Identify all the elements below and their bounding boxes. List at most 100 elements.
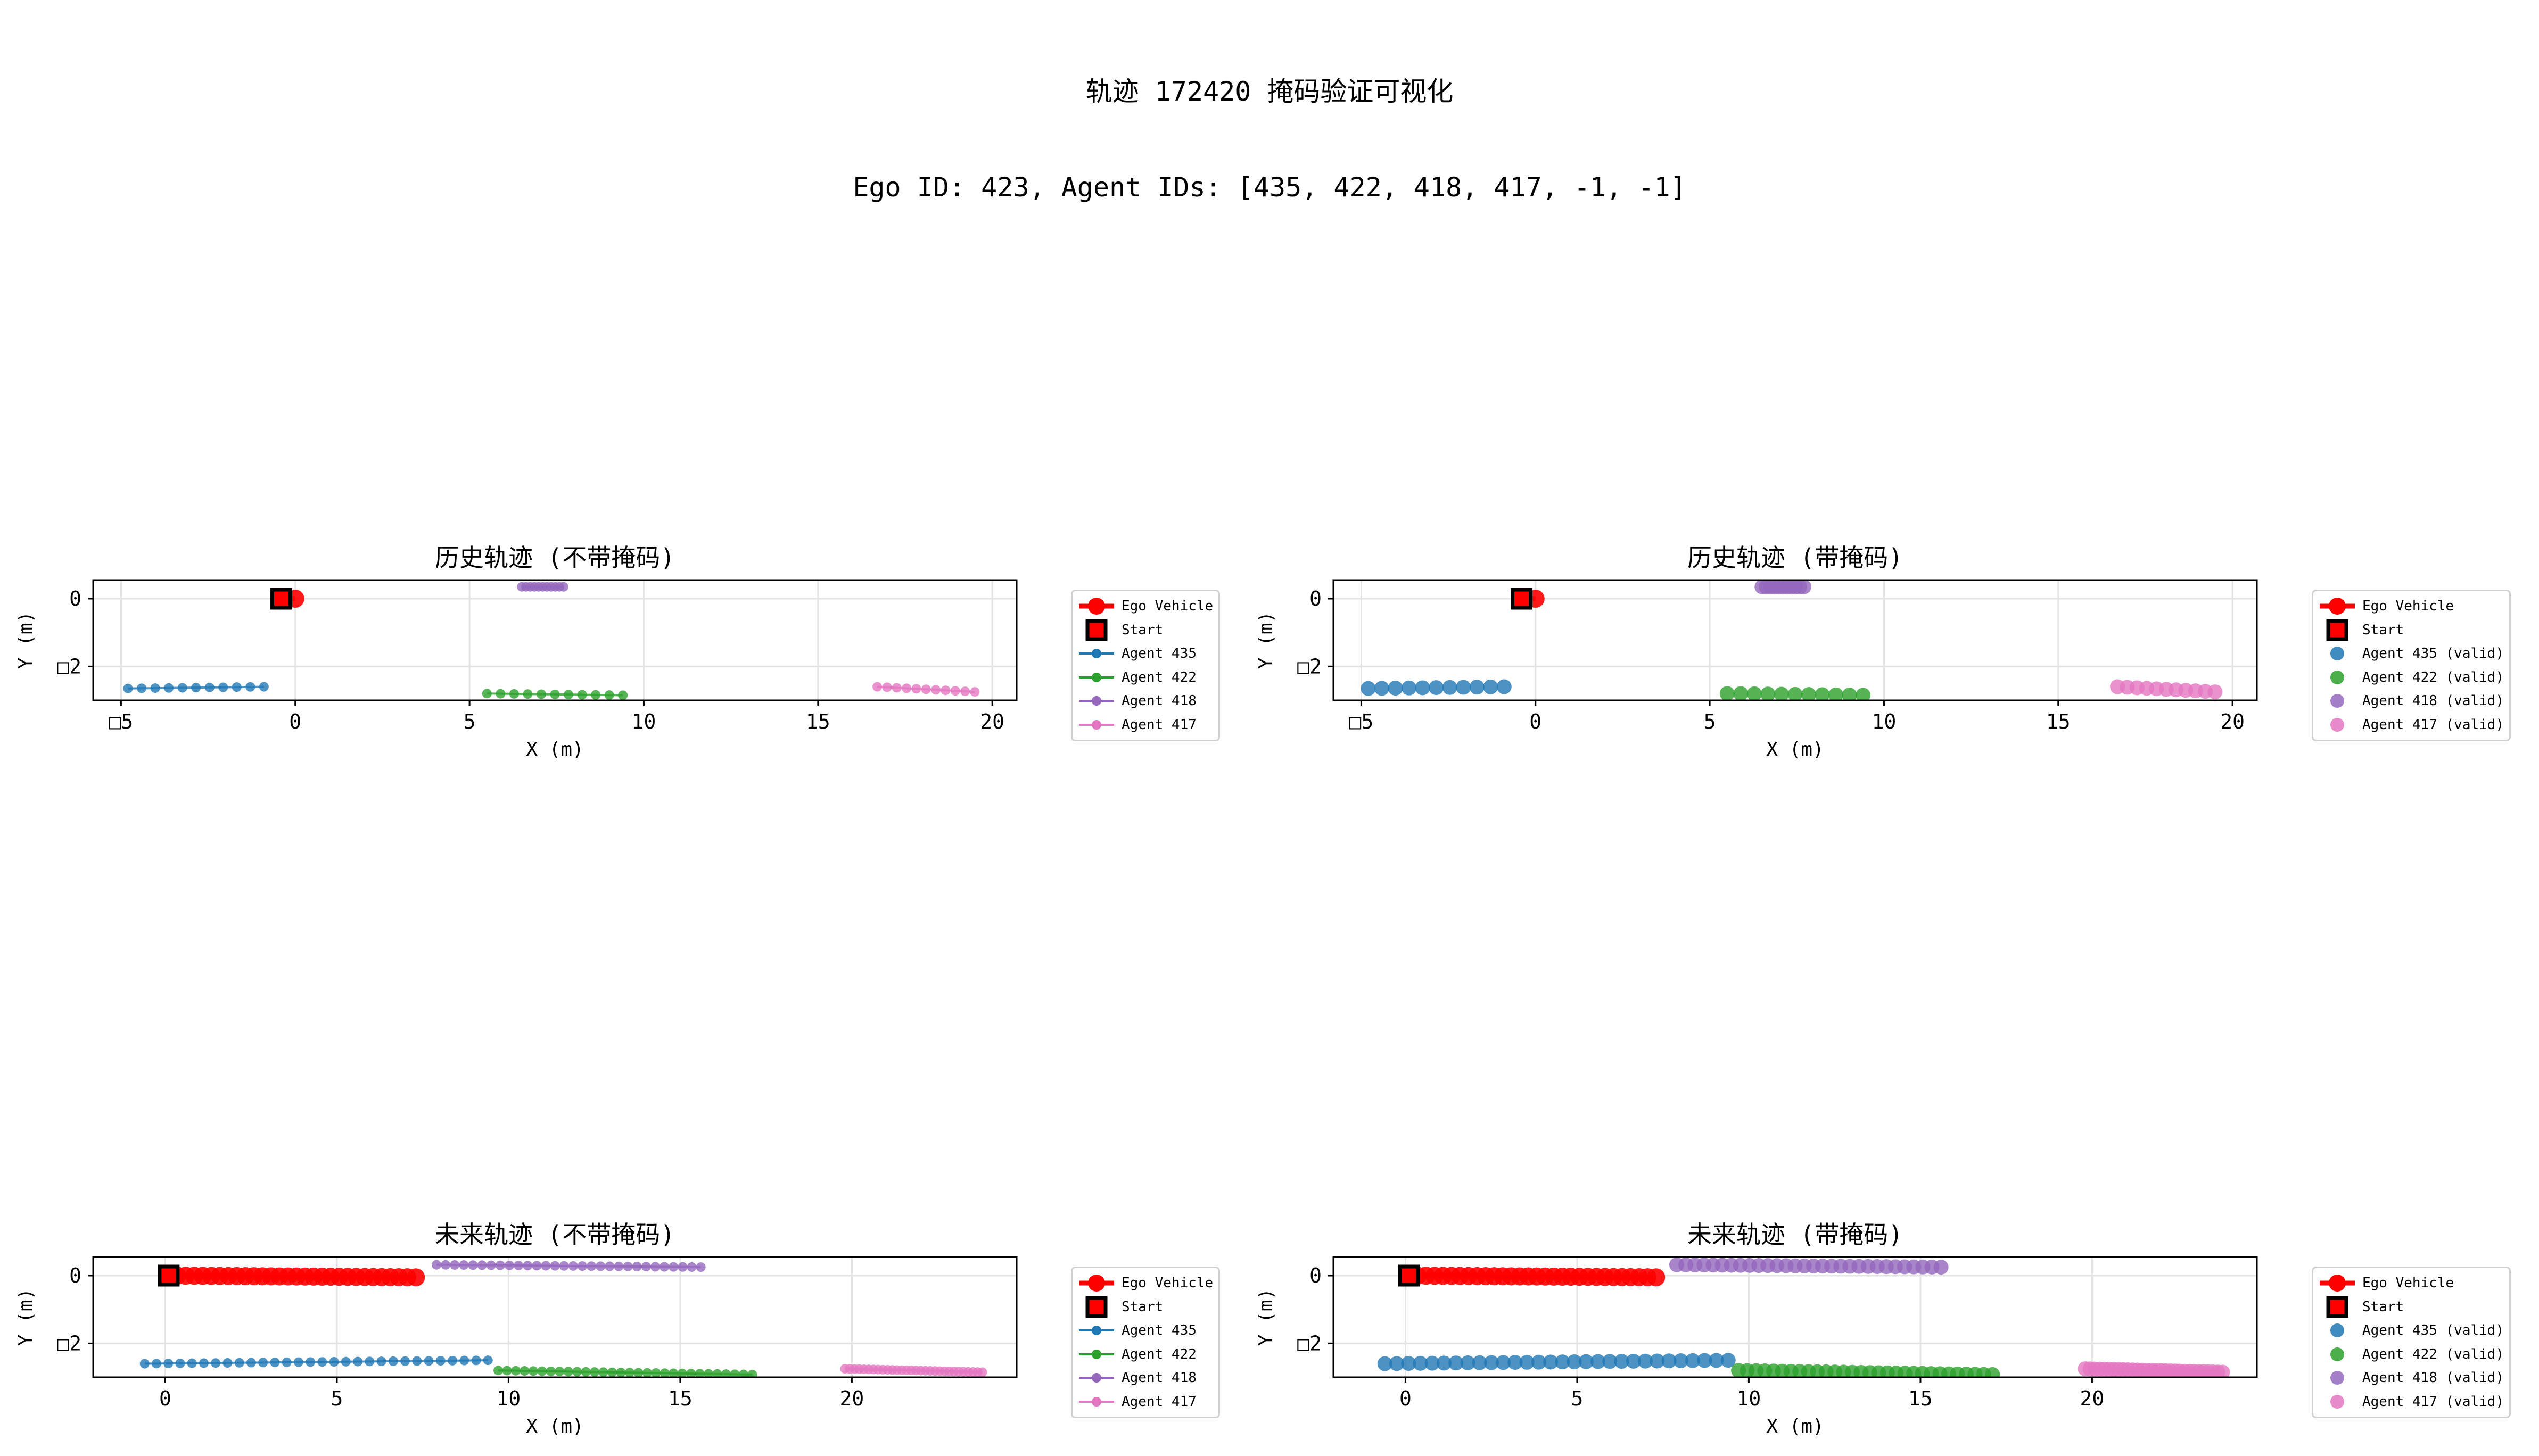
x-tick-label: 20: [2080, 1387, 2105, 1410]
legend-label: Start: [1122, 622, 1164, 638]
x-tick-label: 10: [497, 1387, 521, 1410]
data-point: [559, 1261, 569, 1271]
data-point: [687, 1262, 697, 1272]
data-point: [496, 689, 506, 699]
data-point: [730, 1369, 740, 1377]
data-point: [502, 1366, 512, 1376]
data-point: [931, 685, 941, 695]
data-point: [1415, 680, 1430, 696]
data-point: [1460, 1355, 1475, 1370]
x-axis-label: X (m): [526, 739, 583, 760]
data-point: [704, 1369, 714, 1377]
data-point: [977, 1367, 987, 1377]
data-point: [317, 1357, 327, 1367]
data-point: [660, 1368, 670, 1377]
data-point: [329, 1357, 339, 1367]
legend-label: Agent 435 (valid): [2362, 646, 2504, 662]
plot-area: [1361, 580, 2223, 700]
data-point: [1361, 681, 1376, 696]
legend-marker: [2319, 1366, 2356, 1389]
data-point: [677, 1368, 687, 1377]
legend-marker: [1078, 1295, 1115, 1319]
x-tick-label: 0: [1529, 710, 1541, 733]
data-point: [1429, 680, 1444, 696]
data-point: [1456, 680, 1471, 695]
data-point: [642, 1368, 652, 1377]
data-point: [721, 1369, 731, 1377]
data-point: [607, 1367, 617, 1377]
data-point: [175, 1358, 185, 1368]
legend-marker: [1078, 1319, 1115, 1342]
data-point: [537, 1366, 547, 1376]
series-agent-422: [482, 689, 628, 700]
legend-label: Agent 417: [1122, 716, 1197, 733]
data-point: [641, 1262, 651, 1272]
data-point: [1483, 679, 1498, 694]
data-point: [1828, 687, 1844, 700]
data-point: [614, 1261, 624, 1271]
x-axis-label: X (m): [1766, 1416, 1824, 1437]
series-agent-417: [872, 682, 980, 697]
data-point: [151, 1359, 161, 1369]
data-point: [902, 683, 912, 693]
series-agent-418-valid-: [1754, 580, 1811, 594]
x-tick-label: 0: [1399, 1387, 1412, 1410]
legend-label: Agent 418: [1122, 693, 1197, 709]
legend-item: Agent 418: [1078, 1366, 1213, 1390]
data-point: [1555, 1354, 1570, 1370]
data-point: [483, 1355, 493, 1366]
y-tick-label: □2: [1297, 1331, 1322, 1355]
data-point: [921, 684, 931, 694]
legend-label: Start: [2362, 622, 2404, 638]
legend-item: Start: [1078, 1295, 1213, 1319]
data-point: [633, 1368, 644, 1377]
data-point: [1483, 1355, 1499, 1370]
data-point: [577, 1261, 587, 1271]
legend-item: Start: [2319, 1295, 2504, 1319]
plot-area: [139, 1260, 987, 1377]
data-point: [1661, 1353, 1677, 1369]
data-point: [669, 1368, 679, 1377]
y-tick-label: 0: [69, 1264, 81, 1287]
start-marker: [1398, 1264, 1420, 1287]
legend-label: Ego Vehicle: [2362, 598, 2454, 615]
legend-item: Start: [2319, 618, 2504, 642]
data-point: [872, 682, 883, 692]
data-point: [435, 1356, 446, 1366]
data-point: [1673, 1353, 1688, 1369]
data-point: [587, 1261, 597, 1271]
legend-label: Agent 435: [1122, 1322, 1197, 1339]
data-point: [139, 1359, 150, 1369]
y-tick-label: 0: [1309, 587, 1322, 610]
data-point: [696, 1262, 706, 1272]
data-point: [555, 1367, 565, 1377]
axes-frame: [1332, 1256, 2258, 1378]
series-agent-422-valid-: [1719, 686, 1871, 700]
data-point: [1402, 680, 1417, 696]
series-ego-vehicle: [159, 1267, 425, 1287]
data-point: [1647, 1268, 1666, 1287]
data-point: [1377, 1356, 1392, 1371]
data-point: [204, 682, 215, 692]
x-tick-label: 5: [464, 710, 476, 733]
data-point: [211, 1358, 221, 1368]
data-point: [1578, 1354, 1594, 1369]
data-point: [1496, 679, 1512, 694]
data-point: [163, 1359, 174, 1369]
data-point: [520, 1366, 530, 1376]
data-point: [270, 1358, 280, 1368]
series-agent-417-valid-: [2078, 1361, 2230, 1377]
chart-panel-2: □5 0 5 10 15 20 0 □2 X (m) Y (m): [1255, 579, 2258, 760]
series-ego-vehicle: [1399, 1267, 1666, 1287]
data-point: [459, 1355, 469, 1366]
legend-marker: [1078, 1271, 1115, 1295]
data-point: [1650, 1353, 1665, 1369]
data-point: [941, 685, 951, 696]
x-tick-label: 5: [1571, 1387, 1583, 1410]
y-axis-label: Y (m): [15, 611, 37, 669]
series-agent-422-valid-: [1731, 1363, 2000, 1377]
data-point: [1519, 1354, 1535, 1370]
data-point: [623, 1261, 633, 1271]
legend-marker: [1078, 618, 1115, 642]
data-point: [1442, 680, 1457, 695]
